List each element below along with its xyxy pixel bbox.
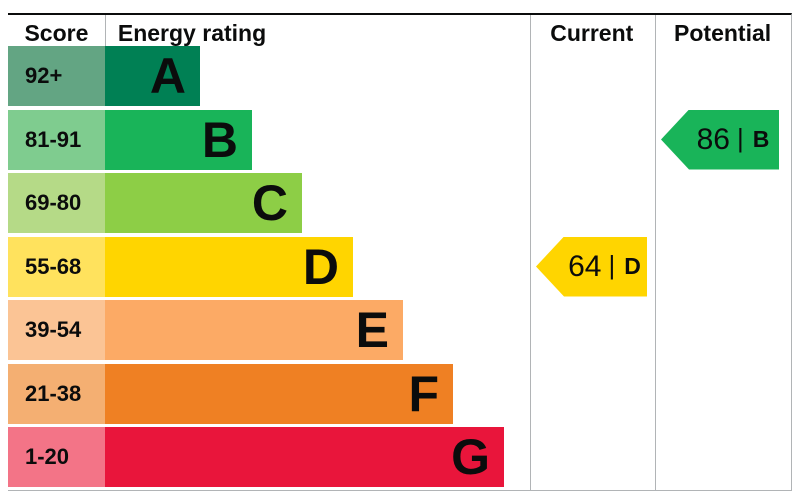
potential-rating-value: 86 xyxy=(696,122,730,156)
band-score-cell: 1-20 xyxy=(8,427,105,487)
band-bar: A xyxy=(105,46,200,106)
band-score-cell: 92+ xyxy=(8,46,105,106)
band-letter: D xyxy=(302,238,339,295)
current-rating-value: 64 xyxy=(568,249,602,283)
score-rating-divider xyxy=(105,15,106,46)
band-bar: B xyxy=(105,109,252,170)
band-letter: E xyxy=(355,302,389,358)
score-column-header: Score xyxy=(24,19,89,46)
band-score-cell: 39-54 xyxy=(8,300,105,360)
band-letter: B xyxy=(201,111,238,168)
band-bar: F xyxy=(105,363,453,424)
band-row: 1-20 G xyxy=(8,427,791,487)
band-bar: E xyxy=(105,300,403,360)
band-bar: D xyxy=(105,236,353,297)
potential-column-divider xyxy=(655,15,656,490)
band-row: 21-38 F xyxy=(8,363,791,424)
table-header: Score Energy rating Current Potential xyxy=(8,15,791,46)
band-score-label: 81-91 xyxy=(25,126,82,152)
band-row: 69-80 C xyxy=(8,173,791,233)
band-row: 39-54 E xyxy=(8,300,791,360)
potential-column-header: Potential xyxy=(674,19,772,46)
potential-rating-separator: | xyxy=(736,123,744,153)
rating-bands: 64 | D 86 | B 92+ A 81-91 B 69-80 xyxy=(8,46,791,490)
epc-table: Score Energy rating Current Potential 64… xyxy=(8,13,792,491)
band-letter: A xyxy=(149,48,186,104)
band-letter: C xyxy=(251,175,288,231)
band-score-cell: 21-38 xyxy=(8,363,105,424)
band-score-label: 1-20 xyxy=(25,444,70,469)
band-letter: G xyxy=(451,429,490,485)
potential-rating-arrow: 86 | B xyxy=(661,109,779,170)
current-rating-letter: D xyxy=(624,253,641,279)
band-row: 92+ A xyxy=(8,46,791,106)
current-column-header: Current xyxy=(550,19,634,46)
band-score-label: 21-38 xyxy=(25,380,82,406)
band-score-label: 55-68 xyxy=(25,253,82,279)
band-letter: F xyxy=(408,365,439,422)
current-rating-separator: | xyxy=(608,250,616,280)
band-bar: C xyxy=(105,173,302,233)
energy-rating-column-header: Energy rating xyxy=(117,19,267,46)
band-score-cell: 69-80 xyxy=(8,173,105,233)
band-row: 55-68 D xyxy=(8,236,791,297)
band-bar: G xyxy=(105,427,504,487)
band-score-label: 92+ xyxy=(25,63,63,88)
current-column-divider xyxy=(530,15,531,490)
potential-rating-letter: B xyxy=(752,126,770,152)
band-score-label: 39-54 xyxy=(25,317,82,342)
band-score-cell: 55-68 xyxy=(8,236,105,297)
band-score-label: 69-80 xyxy=(25,190,82,215)
band-score-cell: 81-91 xyxy=(8,109,105,170)
band-row: 81-91 B xyxy=(8,109,791,170)
